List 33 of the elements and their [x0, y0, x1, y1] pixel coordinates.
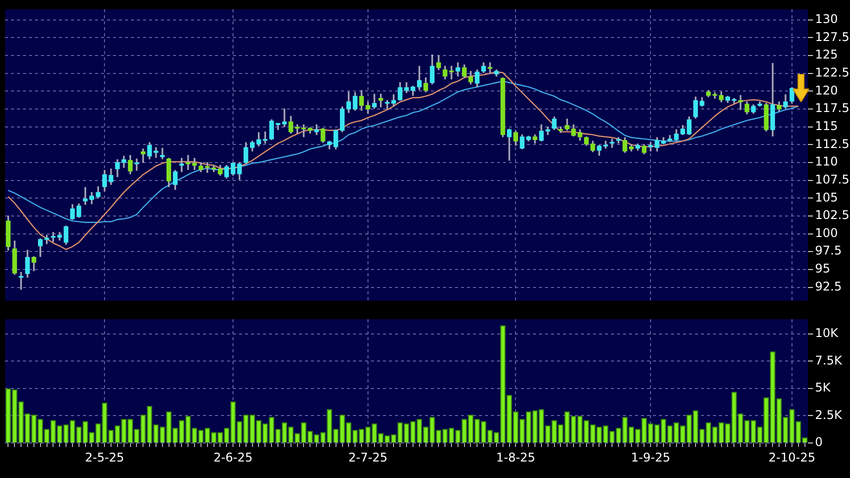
y-tick-label: 10K: [815, 326, 840, 340]
y-tick-label: 92.5: [815, 279, 842, 294]
y-tick-label: 95: [815, 262, 830, 276]
y-tick-label: 127.5: [815, 30, 850, 44]
y-tick-label: 2.5K: [815, 408, 844, 422]
x-tick-label: 1-9-25: [631, 450, 670, 464]
y-tick-label: 130: [815, 12, 838, 26]
x-tick-label: 1-8-25: [496, 450, 536, 464]
y-tick-label: 102.5: [815, 208, 850, 222]
y-tick-label: 110: [815, 154, 838, 169]
y-tick-label: 112.5: [815, 136, 850, 151]
y-tick-label: 107.5: [815, 172, 850, 186]
y-tick-label: 0: [815, 435, 823, 450]
y-tick-label: 7.5K: [815, 353, 844, 368]
y-tick-label: 117.5: [815, 101, 850, 116]
candlestick: [738, 95, 743, 110]
y-tick-label: 100: [815, 226, 838, 240]
y-tick-label: 125: [815, 48, 838, 62]
x-tick-label: 2-10-25: [768, 450, 816, 464]
candlestick: [488, 62, 492, 74]
candlestick: [18, 272, 24, 290]
candlestick: [616, 137, 621, 144]
y-tick-label: 105: [815, 190, 838, 204]
candlestick: [610, 138, 614, 148]
y-tick-label: 122.5: [815, 65, 850, 80]
y-tick-label: 115: [815, 118, 838, 133]
candlestick: [314, 124, 319, 136]
x-tick-label: 2-6-25: [213, 450, 253, 464]
x-tick-label: 2-7-25: [348, 450, 388, 464]
y-tick-label: 120: [815, 83, 838, 98]
y-tick-label: 5K: [815, 380, 832, 395]
x-tick-label: 2-5-25: [84, 450, 124, 464]
y-tick-label: 97.5: [815, 244, 842, 258]
